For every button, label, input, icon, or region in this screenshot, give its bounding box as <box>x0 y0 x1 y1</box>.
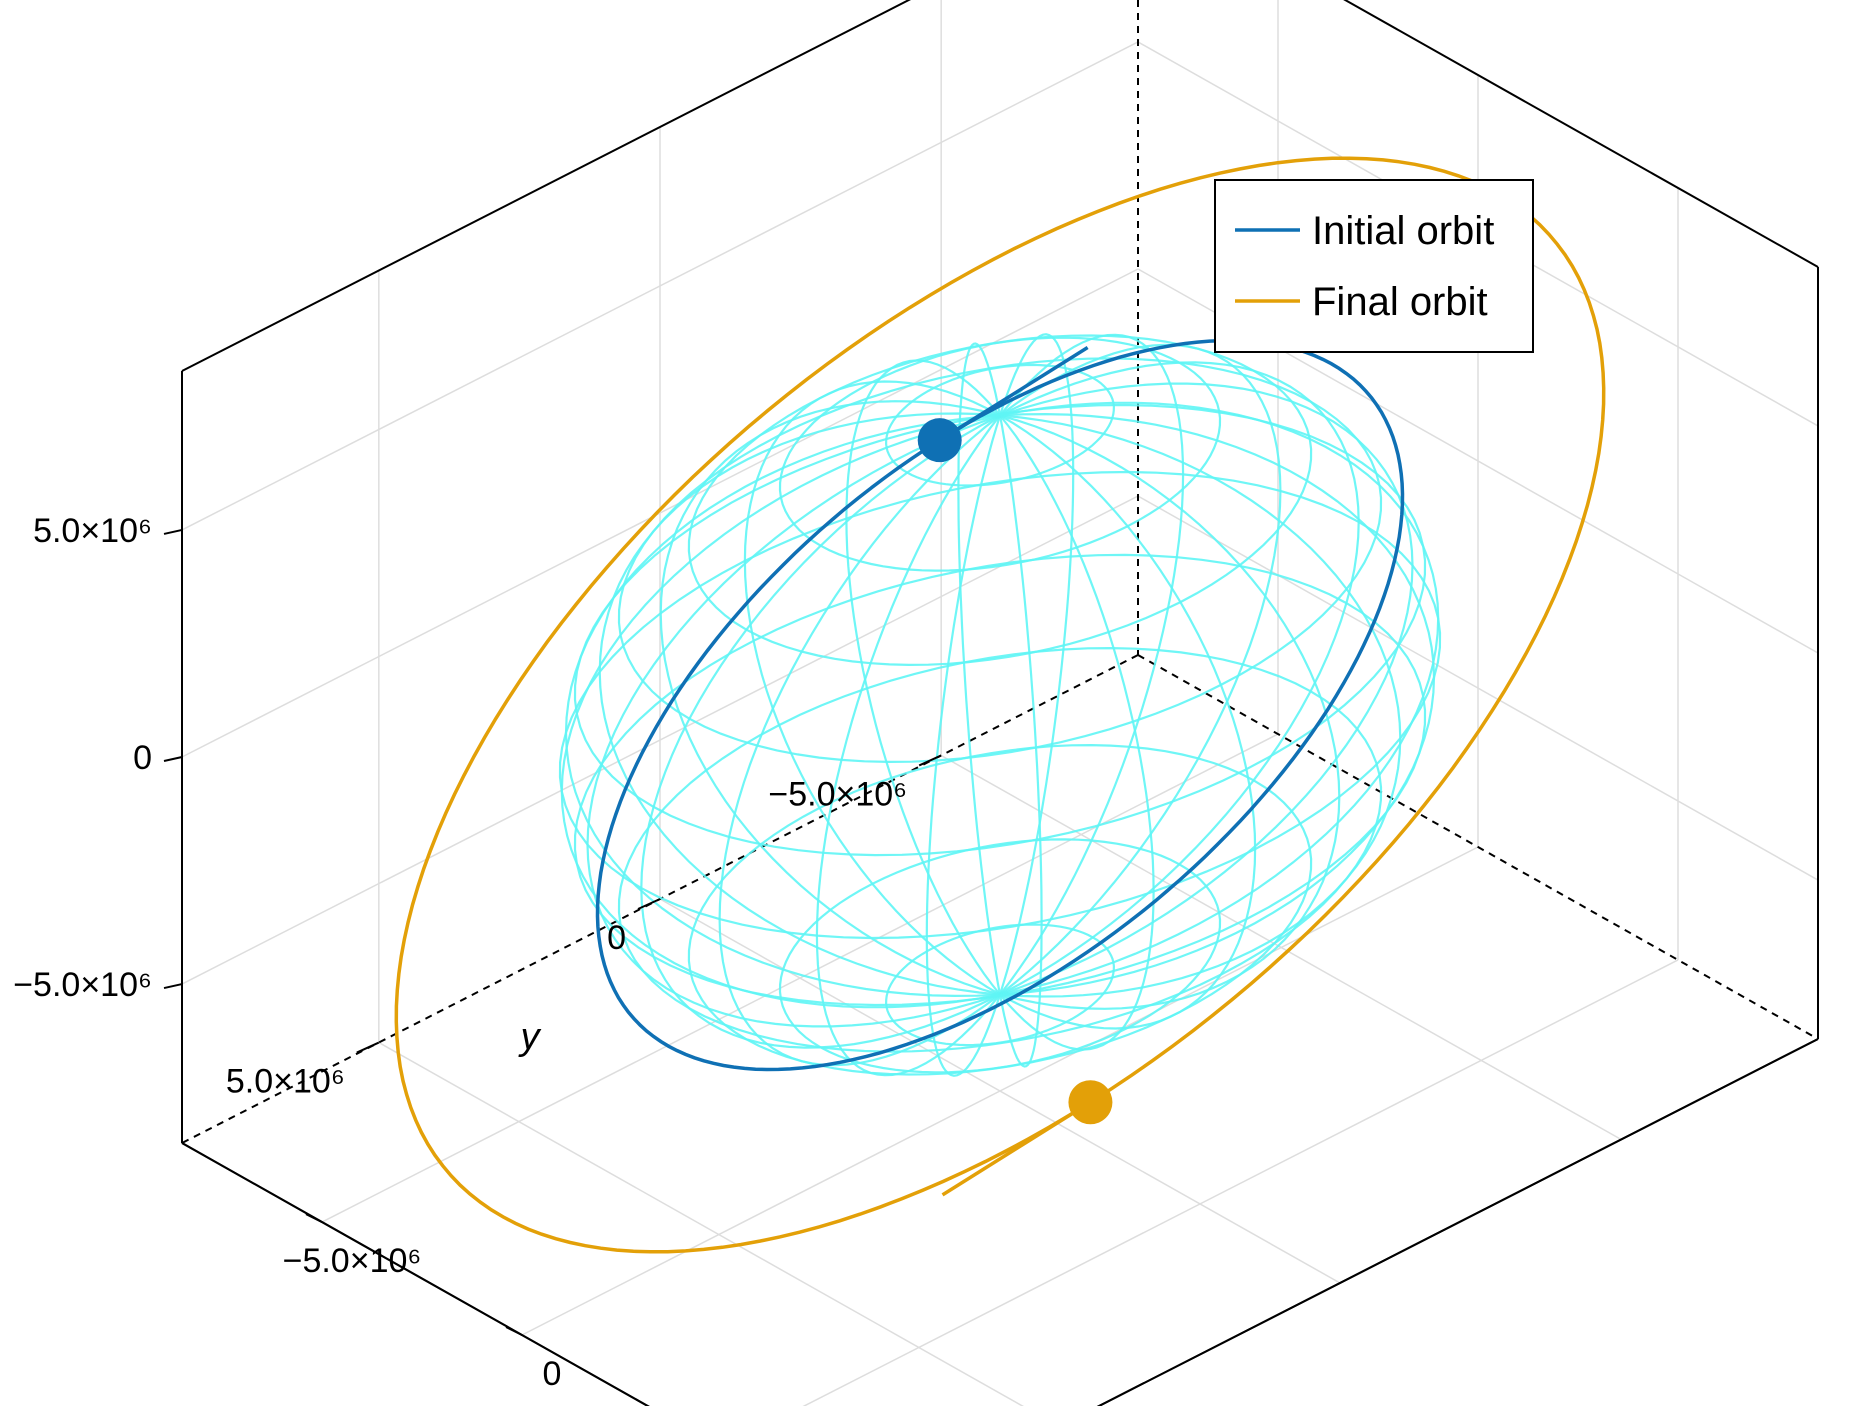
earth-meridian <box>998 415 1043 1068</box>
earth-parallel <box>573 553 1427 1007</box>
y-axis-label: y <box>518 1016 542 1058</box>
y-tick-label-2: 5.0×10⁶ <box>226 1063 345 1101</box>
box-edge <box>181 0 911 372</box>
earth-meridian <box>957 342 1002 995</box>
earth-meridian <box>999 401 1440 996</box>
tick-marks: −5.0×10⁶ 0 5.0×10⁶ −5.0×10⁶ 0 5.0×10⁶ −5.0×10⁶… <box>13 512 942 1393</box>
z-tick-label-1: 0 <box>133 739 152 777</box>
x-tick-mark-1 <box>505 1326 523 1336</box>
z-tick-mark-1 <box>163 756 183 762</box>
axis-labels: x y z <box>518 1016 542 1058</box>
earth-parallel <box>617 646 1383 1053</box>
z-tick-label-0: −5.0×10⁶ <box>13 966 152 1004</box>
earth-meridian <box>925 415 1002 1077</box>
grid-floor-x-2 <box>802 959 1679 1406</box>
earth-parallel <box>884 363 1116 487</box>
y-tick-mark-0 <box>918 754 942 767</box>
legend: Initial orbit Final orbit <box>1214 179 1534 353</box>
legend-label-initial: Initial orbit <box>1312 209 1494 253</box>
earth-parallel <box>778 336 1222 572</box>
earth-meridian <box>845 359 1001 996</box>
earth-meridian <box>999 361 1360 996</box>
earth-parallel <box>558 470 1442 940</box>
satellite-marker-0 <box>917 418 962 463</box>
z-tick-mark-2 <box>163 528 183 535</box>
y-tick-mark-2 <box>356 1041 380 1054</box>
grid-lines <box>181 0 1819 1406</box>
legend-box <box>1214 179 1534 353</box>
front-box-edges <box>181 1038 1819 1406</box>
velocity-vector-1 <box>941 1100 1092 1197</box>
earth-meridian <box>560 414 1001 1009</box>
box-edge <box>1343 0 1819 268</box>
back-box-edges <box>181 0 1819 1406</box>
grid-wallyz-z-2 <box>181 41 1139 531</box>
x-tick-label-0: −5.0×10⁶ <box>283 1242 422 1280</box>
grid-wallyz-z-1 <box>181 268 1139 758</box>
grid-floor-y-2 <box>378 1041 1024 1406</box>
satellite-marker-1 <box>1068 1080 1113 1125</box>
earth-wireframe <box>558 333 1442 1077</box>
earth-parallel <box>687 334 1313 667</box>
box-edge-hidden <box>1137 654 1819 1040</box>
legend-label-final: Final orbit <box>1312 280 1488 324</box>
earth-meridian <box>998 333 1075 995</box>
box-edge <box>1096 1038 1819 1406</box>
x-tick-mark-0 <box>305 1213 323 1223</box>
z-tick-mark-0 <box>163 983 183 990</box>
orbit-line-0 <box>595 338 1405 1072</box>
earth-parallel <box>884 923 1116 1047</box>
z-tick-label-2: 5.0×10⁶ <box>33 512 152 550</box>
earth-parallel <box>617 357 1383 764</box>
velocity-vector-0 <box>938 346 1089 442</box>
orbit-line-1 <box>394 156 1606 1254</box>
y-tick-label-0: −5.0×10⁶ <box>768 775 907 813</box>
earth-parallel <box>687 743 1313 1076</box>
earth-parallel <box>778 838 1222 1074</box>
earth-meridian <box>640 414 1001 1049</box>
grid-floor-y-1 <box>659 898 1341 1284</box>
earth-parallel <box>573 403 1427 857</box>
x-tick-label-1: 0 <box>543 1355 562 1393</box>
earth-meridian <box>999 414 1155 1051</box>
y-tick-label-1: 0 <box>607 919 626 957</box>
y-tick-mark-1 <box>637 898 661 910</box>
